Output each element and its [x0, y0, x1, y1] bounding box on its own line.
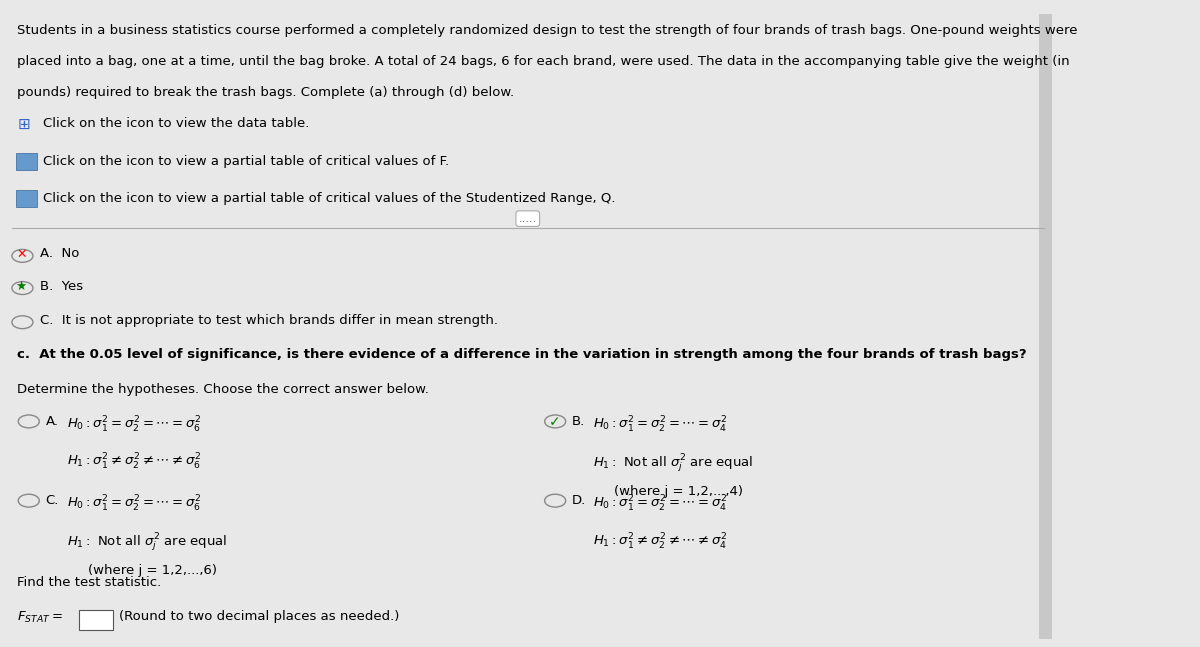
Text: B.: B. — [572, 415, 586, 428]
Text: (where j = 1,2,...,6): (where j = 1,2,...,6) — [88, 564, 217, 576]
Text: pounds) required to break the trash bags. Complete (a) through (d) below.: pounds) required to break the trash bags… — [17, 86, 515, 99]
Text: Students in a business statistics course performed a completely randomized desig: Students in a business statistics course… — [17, 24, 1078, 37]
Text: B.  Yes: B. Yes — [41, 280, 84, 292]
Text: $H_0: \sigma_1^2 = \sigma_2^2 = \cdots = \sigma_4^2$: $H_0: \sigma_1^2 = \sigma_2^2 = \cdots =… — [593, 494, 727, 514]
Text: $H_0: \sigma_1^2 = \sigma_2^2 = \cdots = \sigma_6^2$: $H_0: \sigma_1^2 = \sigma_2^2 = \cdots =… — [67, 415, 200, 435]
Text: A.: A. — [46, 415, 59, 428]
Text: (where j = 1,2,...,4): (where j = 1,2,...,4) — [614, 485, 743, 498]
Text: $H_0: \sigma_1^2 = \sigma_2^2 = \cdots = \sigma_4^2$: $H_0: \sigma_1^2 = \sigma_2^2 = \cdots =… — [593, 415, 727, 435]
Text: Click on the icon to view a partial table of critical values of F.: Click on the icon to view a partial tabl… — [43, 155, 450, 168]
Text: Click on the icon to view a partial table of critical values of the Studentized : Click on the icon to view a partial tabl… — [43, 192, 616, 205]
Text: Find the test statistic.: Find the test statistic. — [17, 576, 162, 589]
Text: ★: ★ — [16, 280, 26, 293]
FancyBboxPatch shape — [1039, 14, 1052, 639]
Text: (Round to two decimal places as needed.): (Round to two decimal places as needed.) — [119, 610, 400, 623]
Text: c.  At the 0.05 level of significance, is there evidence of a difference in the : c. At the 0.05 level of significance, is… — [17, 348, 1027, 361]
Text: $H_1: \sigma_1^2 \neq \sigma_2^2 \neq \cdots \neq \sigma_4^2$: $H_1: \sigma_1^2 \neq \sigma_2^2 \neq \c… — [593, 532, 727, 552]
Text: C.: C. — [46, 494, 59, 507]
Text: D.: D. — [572, 494, 587, 507]
Text: .....: ..... — [518, 214, 536, 224]
Text: $F_{STAT}=$: $F_{STAT}=$ — [17, 610, 62, 625]
Text: ⊞: ⊞ — [17, 117, 30, 133]
Text: $H_0: \sigma_1^2 = \sigma_2^2 = \cdots = \sigma_6^2$: $H_0: \sigma_1^2 = \sigma_2^2 = \cdots =… — [67, 494, 200, 514]
Text: ✕: ✕ — [16, 248, 26, 261]
Text: Determine the hypotheses. Choose the correct answer below.: Determine the hypotheses. Choose the cor… — [17, 383, 430, 396]
Text: Click on the icon to view the data table.: Click on the icon to view the data table… — [43, 117, 310, 130]
Text: placed into a bag, one at a time, until the bag broke. A total of 24 bags, 6 for: placed into a bag, one at a time, until … — [17, 55, 1070, 68]
Text: $H_1:$ Not all $\sigma_j^2$ are equal: $H_1:$ Not all $\sigma_j^2$ are equal — [593, 452, 754, 475]
Text: A.  No: A. No — [41, 248, 79, 261]
FancyBboxPatch shape — [16, 190, 37, 207]
Text: C.  It is not appropriate to test which brands differ in mean strength.: C. It is not appropriate to test which b… — [41, 314, 498, 327]
FancyBboxPatch shape — [16, 153, 37, 170]
Text: $H_1:$ Not all $\sigma_j^2$ are equal: $H_1:$ Not all $\sigma_j^2$ are equal — [67, 532, 227, 554]
FancyBboxPatch shape — [79, 609, 113, 630]
Text: ✓: ✓ — [548, 415, 560, 430]
Text: $H_1: \sigma_1^2 \neq \sigma_2^2 \neq \cdots \neq \sigma_6^2$: $H_1: \sigma_1^2 \neq \sigma_2^2 \neq \c… — [67, 452, 200, 472]
